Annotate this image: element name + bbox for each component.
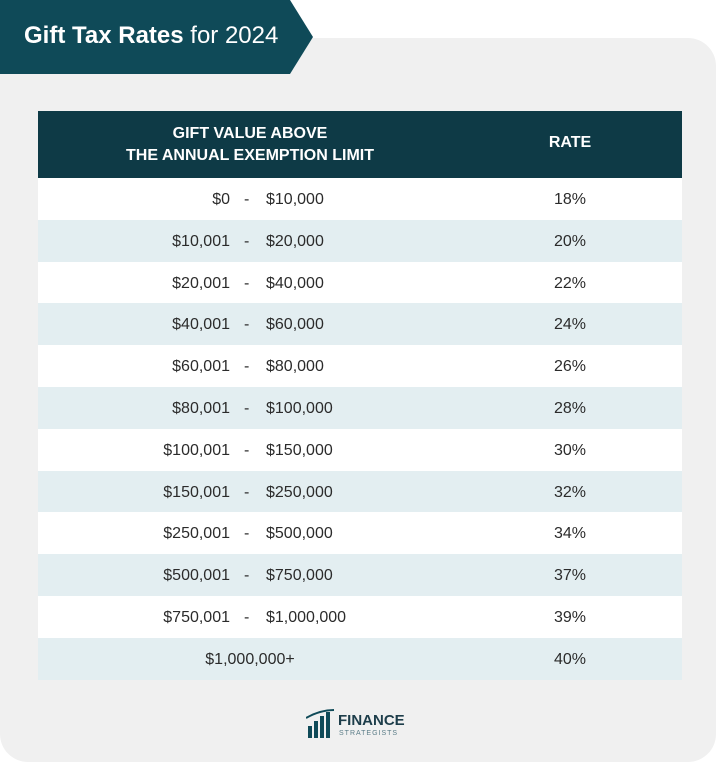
table-row: $40,001- $60,000 24% [38,303,682,346]
range-to: $1,000,000 [266,608,347,626]
range-to: $20,000 [266,232,324,250]
range-from: $150,001 [163,483,230,501]
logo-swoosh [306,709,335,719]
range-separator: - [244,441,250,459]
tab-shape [0,0,313,74]
logo-name: FINANCE [338,712,405,729]
title-rest: for 2024 [190,22,279,49]
rate-cell: 34% [553,525,587,543]
range-from: $250,001 [163,525,230,543]
range-from: $80,001 [172,399,230,417]
header-line: THE ANNUAL EXEMPTION LIMIT [126,147,374,164]
logo-bar [314,721,318,738]
range-from: $20,001 [172,274,230,292]
range-from: $750,001 [163,608,230,626]
range-to: $40,000 [266,274,324,292]
range-to: $250,000 [266,483,333,501]
rate-cell: 40% [553,650,587,668]
rate-cell: 39% [553,608,587,626]
logo-bar [308,726,312,738]
range-from: $100,001 [163,441,230,459]
range-separator: - [244,191,250,208]
table-row: $750,001- $1,000,000 39% [38,595,682,638]
range-to: $80,000 [266,358,324,376]
table-row: $10,001- $20,000 20% [38,219,682,262]
range-from: $500,001 [163,567,230,585]
range-separator: - [244,525,250,543]
rate-cell: 37% [553,567,587,585]
logo-bar [320,716,324,738]
rate-cell: 26% [553,358,587,376]
range-separator: - [244,358,250,376]
rate-cell: 18% [553,191,587,208]
range-to: $500,000 [266,525,333,543]
table-row: $500,001- $750,000 37% [38,554,682,596]
logo-bar [326,712,330,738]
range-separator: - [244,274,250,292]
range-from: $0 [212,191,230,208]
range-to: $100,000 [266,399,333,417]
title-tab [0,0,313,74]
rate-cell: 24% [553,316,587,334]
title-strong: Gift Tax Rates [24,22,184,49]
column-header: RATE [548,134,592,151]
range-from: $60,001 [172,358,230,376]
table-row: $150,001- $250,000 32% [38,470,682,513]
column-header: GIFT VALUE ABOVE THE ANNUAL EXEMPTION LIM… [38,123,462,167]
rate-cell: 30% [553,441,587,459]
range-to: $60,000 [266,316,324,334]
range-separator: - [244,608,250,626]
table-row: $0- $10,000 18% [38,178,682,220]
range-cell: $1,000,000+ [205,650,295,668]
header-line: GIFT VALUE ABOVE [172,125,328,142]
range-from: $10,001 [172,232,230,250]
range-to: $10,000 [266,191,324,208]
rate-cell: 28% [553,399,587,417]
range-separator: - [244,232,250,250]
table-row: $20,001- $40,000 22% [38,261,682,304]
table-row: $80,001- $100,000 28% [38,386,682,429]
range-to: $150,000 [266,441,333,459]
rate-cell: 22% [553,274,587,292]
table-row: $1,000,000+ 40% [38,637,682,680]
table-row: $100,001- $150,000 30% [38,428,682,471]
table: GIFT VALUE ABOVE THE ANNUAL EXEMPTION LIM… [38,111,682,680]
table-row: $250,001- $500,000 34% [38,512,682,555]
table-row: $60,001- $80,000 26% [38,345,682,387]
rate-cell: 32% [553,483,587,501]
range-separator: - [244,316,250,334]
range-to: $750,000 [266,567,333,585]
rate-cell: 20% [553,232,587,250]
table-header: GIFT VALUE ABOVE THE ANNUAL EXEMPTION LIM… [38,111,682,178]
logo-tagline: STRATEGISTS [339,730,398,737]
title: Gift Tax Rates for 2024 [24,22,278,50]
range-separator: - [244,567,250,585]
range-from: $40,001 [172,316,230,334]
logo: FINANCE STRATEGISTS [306,709,405,738]
range-separator: - [244,399,250,417]
range-separator: - [244,483,250,501]
